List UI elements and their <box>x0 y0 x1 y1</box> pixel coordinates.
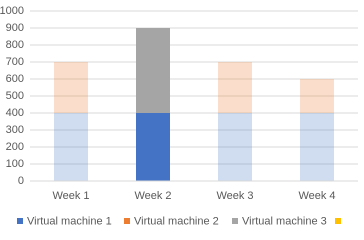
bar-segment <box>136 28 170 113</box>
y-tick-label: 400 <box>6 107 24 119</box>
legend-label: Virtual machine 2 <box>134 215 219 227</box>
x-tick-label: Week 2 <box>134 190 171 202</box>
y-tick-label: 600 <box>6 73 24 85</box>
bar-segment <box>218 62 252 113</box>
legend-label: Virtual machine 1 <box>27 215 112 227</box>
y-tick-label: 0 <box>18 175 24 187</box>
legend-label: Virtual machine 3 <box>242 215 327 227</box>
y-tick-label: 800 <box>6 39 24 51</box>
y-tick-label: 900 <box>6 22 24 34</box>
y-tick-label: 500 <box>6 90 24 102</box>
legend-swatch <box>17 218 23 224</box>
x-tick-label: Week 1 <box>52 190 89 202</box>
x-tick-label: Week 3 <box>216 190 253 202</box>
y-tick-label: 200 <box>6 141 24 153</box>
bar-segment <box>300 79 334 113</box>
bar-segment <box>300 113 334 181</box>
bar-segment <box>218 113 252 181</box>
y-tick-label: 700 <box>6 56 24 68</box>
x-tick-label: Week 4 <box>298 190 335 202</box>
legend-swatch <box>335 218 341 224</box>
bar-segment <box>54 113 88 181</box>
y-tick-label: 100 <box>6 158 24 170</box>
legend-swatch <box>124 218 130 224</box>
bar-segment <box>54 62 88 113</box>
y-tick-label: 1000 <box>0 5 24 17</box>
legend-swatch <box>232 218 238 224</box>
bar-segment <box>136 113 170 181</box>
y-tick-label: 300 <box>6 124 24 136</box>
